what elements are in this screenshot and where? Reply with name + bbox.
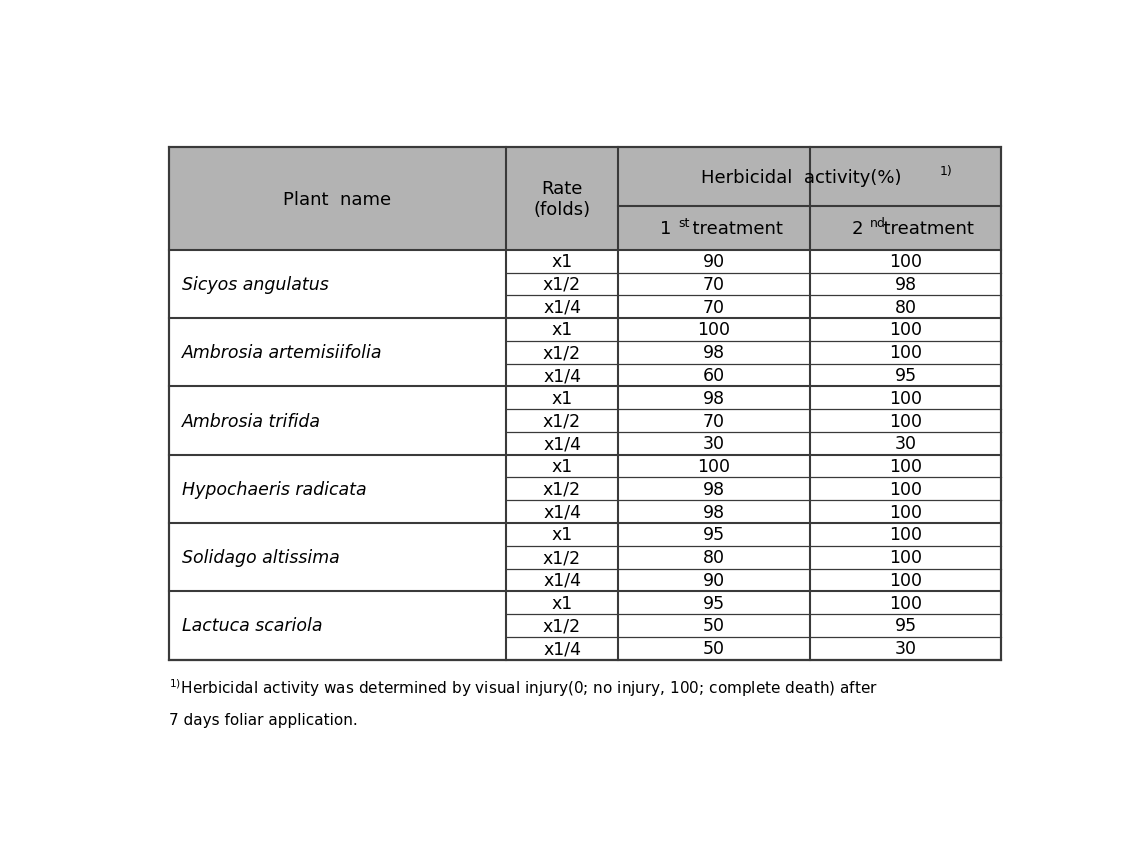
Text: 100: 100	[697, 458, 730, 475]
Text: x1/4: x1/4	[543, 640, 581, 658]
Text: x1/4: x1/4	[543, 366, 581, 384]
Text: x1/4: x1/4	[543, 503, 581, 521]
Text: Plant  name: Plant name	[283, 190, 391, 209]
Text: 95: 95	[895, 617, 916, 635]
Text: 98: 98	[703, 503, 725, 521]
Text: 95: 95	[895, 366, 916, 384]
Text: 98: 98	[703, 344, 725, 362]
Text: 1: 1	[659, 220, 671, 238]
Text: 70: 70	[703, 276, 725, 294]
Text: x1/4: x1/4	[543, 572, 581, 590]
Bar	[168, 250, 1002, 660]
Text: 30: 30	[703, 435, 725, 452]
Text: Ambrosia trifida: Ambrosia trifida	[182, 412, 321, 430]
Text: x1/4: x1/4	[543, 298, 581, 316]
Text: x1: x1	[551, 594, 573, 612]
Text: x1/2: x1/2	[543, 549, 581, 567]
Text: 100: 100	[889, 526, 922, 544]
Text: 100: 100	[889, 389, 922, 407]
Text: 98: 98	[895, 276, 916, 294]
Text: x1/2: x1/2	[543, 276, 581, 294]
Text: Solidago altissima: Solidago altissima	[182, 549, 340, 567]
Text: treatment: treatment	[872, 220, 974, 238]
Text: 100: 100	[889, 572, 922, 590]
Text: 100: 100	[697, 321, 730, 339]
Text: x1/2: x1/2	[543, 344, 581, 362]
Text: 100: 100	[889, 481, 922, 498]
Text: 90: 90	[703, 572, 725, 590]
Text: 98: 98	[703, 481, 725, 498]
Text: 80: 80	[895, 298, 916, 316]
Text: 90: 90	[703, 253, 725, 271]
Text: treatment: treatment	[681, 220, 782, 238]
Bar	[168, 148, 1002, 660]
Text: 60: 60	[703, 366, 725, 384]
Text: 70: 70	[703, 412, 725, 430]
Text: x1/4: x1/4	[543, 435, 581, 452]
Text: nd: nd	[870, 216, 886, 229]
Text: 1): 1)	[940, 164, 953, 177]
Text: x1/2: x1/2	[543, 412, 581, 430]
Text: 95: 95	[703, 594, 725, 612]
Text: x1: x1	[551, 321, 573, 339]
Text: 100: 100	[889, 253, 922, 271]
Text: Ambrosia artemisiifolia: Ambrosia artemisiifolia	[182, 344, 382, 362]
Text: x1/2: x1/2	[543, 617, 581, 635]
Text: 100: 100	[889, 458, 922, 475]
Text: $^{1)}$Herbicidal activity was determined by visual injury(0; no injury, 100; co: $^{1)}$Herbicidal activity was determine…	[168, 676, 878, 698]
Text: 98: 98	[703, 389, 725, 407]
Text: 2: 2	[852, 220, 863, 238]
Text: x1: x1	[551, 458, 573, 475]
Text: 100: 100	[889, 594, 922, 612]
Text: Hypochaeris radicata: Hypochaeris radicata	[182, 481, 366, 498]
Text: 100: 100	[889, 321, 922, 339]
Text: x1/2: x1/2	[543, 481, 581, 498]
Text: 70: 70	[703, 298, 725, 316]
Text: 7 days foliar application.: 7 days foliar application.	[168, 712, 357, 728]
Text: Herbicidal  activity(%): Herbicidal activity(%)	[700, 169, 902, 187]
Bar	[619, 207, 1002, 250]
Text: x1: x1	[551, 526, 573, 544]
Text: 100: 100	[889, 503, 922, 521]
Text: 80: 80	[703, 549, 725, 567]
Text: Lactuca scariola: Lactuca scariola	[182, 617, 322, 635]
Text: 100: 100	[889, 344, 922, 362]
Text: Rate
(folds): Rate (folds)	[533, 180, 590, 219]
Text: Sicyos angulatus: Sicyos angulatus	[182, 276, 329, 294]
Bar	[168, 148, 619, 250]
Text: 95: 95	[703, 526, 725, 544]
Text: 50: 50	[703, 640, 725, 658]
Text: 30: 30	[895, 640, 916, 658]
Bar	[619, 148, 1002, 207]
Text: 30: 30	[895, 435, 916, 452]
Text: 50: 50	[703, 617, 725, 635]
Text: x1: x1	[551, 253, 573, 271]
Text: x1: x1	[551, 389, 573, 407]
Text: st: st	[679, 216, 690, 229]
Text: 100: 100	[889, 412, 922, 430]
Text: 100: 100	[889, 549, 922, 567]
